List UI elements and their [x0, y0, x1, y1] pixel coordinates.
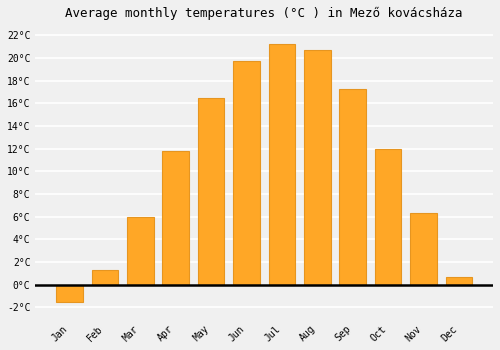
Bar	[162, 151, 189, 285]
Bar	[92, 270, 118, 285]
Title: Average monthly temperatures (°C ) in Mező kovácsháza: Average monthly temperatures (°C ) in Me…	[66, 7, 463, 20]
Bar	[304, 50, 330, 285]
Bar	[233, 62, 260, 285]
Bar	[268, 44, 295, 285]
Bar	[410, 213, 437, 285]
Bar	[127, 217, 154, 285]
Bar	[375, 149, 402, 285]
Bar	[340, 89, 366, 285]
Bar	[198, 98, 224, 285]
Bar	[56, 285, 82, 302]
Bar	[446, 277, 472, 285]
